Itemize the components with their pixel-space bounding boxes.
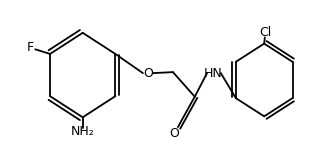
Text: NH₂: NH₂ [71, 125, 95, 138]
Text: HN: HN [204, 67, 223, 80]
Text: O: O [170, 127, 179, 140]
Text: F: F [27, 41, 34, 54]
Text: O: O [143, 67, 153, 80]
Text: Cl: Cl [260, 26, 272, 39]
